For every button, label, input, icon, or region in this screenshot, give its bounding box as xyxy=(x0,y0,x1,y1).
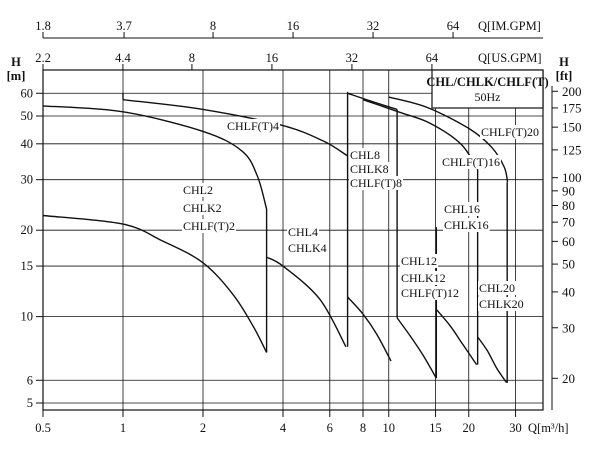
curve-chl8-lower xyxy=(347,296,392,362)
svg-text:10: 10 xyxy=(383,421,396,435)
curve-chl2-chlk2-chlf-t-2 xyxy=(42,214,268,353)
svg-text:32: 32 xyxy=(346,51,359,65)
curve-chl4-chlk4 xyxy=(266,256,347,348)
svg-text:20: 20 xyxy=(21,223,34,237)
svg-text:3.7: 3.7 xyxy=(116,19,132,33)
svg-text:8: 8 xyxy=(189,51,195,65)
svg-text:[m]: [m] xyxy=(7,69,26,83)
top-imperial-gpm-axis: 1.8 3.7 8 16 32 64 Q[IM.GPM] xyxy=(35,19,543,39)
svg-text:150: 150 xyxy=(562,120,582,135)
svg-text:40: 40 xyxy=(562,284,575,299)
curve-label: CHLK4 xyxy=(288,241,327,255)
bottom-axis-m3h: 0.5 1 2 4 6 8 10 15 20 30 Q[m³/h] xyxy=(35,410,569,435)
svg-text:64: 64 xyxy=(426,51,439,65)
svg-text:30: 30 xyxy=(562,320,575,335)
curve-label: CHL12 xyxy=(401,254,437,268)
curve-label: CHLK20 xyxy=(479,297,524,311)
curve-chlf-t-16 xyxy=(362,99,479,170)
curve-chl16-chlk16 xyxy=(435,308,478,366)
svg-text:90: 90 xyxy=(562,183,575,198)
svg-text:20: 20 xyxy=(463,421,476,435)
svg-text:50: 50 xyxy=(21,109,34,123)
svg-text:Q[m³/h]: Q[m³/h] xyxy=(528,421,569,435)
svg-text:60: 60 xyxy=(21,86,34,100)
left-axis-m: H[m] 60 50 40 30 20 15 10 6 5 xyxy=(7,55,43,410)
curve-chlf-t-20 xyxy=(388,96,509,183)
svg-text:4.4: 4.4 xyxy=(115,51,131,65)
svg-text:Q[US.GPM]: Q[US.GPM] xyxy=(478,51,542,65)
svg-text:H: H xyxy=(559,55,569,69)
svg-text:1: 1 xyxy=(120,421,126,435)
svg-text:5: 5 xyxy=(27,396,33,410)
svg-text:6: 6 xyxy=(327,421,333,435)
svg-text:2: 2 xyxy=(200,421,206,435)
curve-chlf-t-4 xyxy=(42,105,268,210)
curve-label: CHLK2 xyxy=(183,201,222,215)
svg-text:2.2: 2.2 xyxy=(35,51,51,65)
svg-text:[ft]: [ft] xyxy=(556,69,573,83)
svg-text:125: 125 xyxy=(562,142,582,157)
svg-text:20: 20 xyxy=(562,371,575,386)
svg-text:6: 6 xyxy=(27,373,33,387)
top-us-gpm-axis: 2.2 4.4 8 16 32 64 Q[US.GPM] xyxy=(35,51,542,70)
svg-text:32: 32 xyxy=(367,19,380,33)
curve-label: CHL16 xyxy=(444,202,480,216)
curve-label: CHLF(T)2 xyxy=(183,219,235,233)
svg-text:0.5: 0.5 xyxy=(35,421,51,435)
svg-text:70: 70 xyxy=(562,215,575,230)
curve-label: CHLF(T)4 xyxy=(227,119,279,133)
curve-label: CHLK8 xyxy=(350,162,389,176)
svg-text:10: 10 xyxy=(21,310,34,324)
pump-curves xyxy=(42,91,509,384)
chart-frequency: 50Hz xyxy=(475,90,501,104)
svg-text:4: 4 xyxy=(280,421,287,435)
svg-text:15: 15 xyxy=(429,421,442,435)
curve-label: CHLF(T)12 xyxy=(401,286,459,300)
svg-text:30: 30 xyxy=(21,173,34,187)
svg-text:100: 100 xyxy=(562,170,582,185)
curve-chl12-lower xyxy=(396,317,437,379)
curve-label: CHLK16 xyxy=(444,218,489,232)
svg-text:80: 80 xyxy=(562,198,575,213)
curve-chl12-chlk12-chlf-t-12-upper xyxy=(347,92,398,111)
svg-text:Q[IM.GPM]: Q[IM.GPM] xyxy=(478,19,541,33)
curve-label: CHLF(T)16 xyxy=(442,155,500,169)
curve-chl20-chlk20 xyxy=(477,336,507,383)
chart-title: CHL/CHLK/CHLF(T) xyxy=(426,75,548,89)
curve-label: CHL2 xyxy=(183,183,213,197)
svg-text:16: 16 xyxy=(266,51,279,65)
title-box: CHL/CHLK/CHLF(T)50Hz xyxy=(426,69,549,109)
curve-label: CHLF(T)8 xyxy=(350,176,402,190)
svg-text:175: 175 xyxy=(562,100,582,115)
svg-text:30: 30 xyxy=(509,421,522,435)
svg-text:60: 60 xyxy=(562,234,575,249)
svg-text:8: 8 xyxy=(210,19,216,33)
svg-text:50: 50 xyxy=(562,257,575,272)
plot-border xyxy=(42,69,544,411)
svg-text:40: 40 xyxy=(21,137,34,151)
svg-text:1.8: 1.8 xyxy=(35,19,51,33)
svg-text:H: H xyxy=(11,55,21,69)
curve-label: CHL8 xyxy=(350,148,380,162)
svg-text:64: 64 xyxy=(447,19,460,33)
curve-label: CHL4 xyxy=(288,225,318,239)
curve-label: CHLF(T)20 xyxy=(481,125,539,139)
svg-text:15: 15 xyxy=(21,259,34,273)
svg-text:8: 8 xyxy=(360,421,366,435)
curve-label: CHL20 xyxy=(479,281,515,295)
grid xyxy=(43,70,543,410)
svg-text:200: 200 xyxy=(562,84,582,99)
svg-text:16: 16 xyxy=(287,19,300,33)
curve-label: CHLK12 xyxy=(401,271,446,285)
